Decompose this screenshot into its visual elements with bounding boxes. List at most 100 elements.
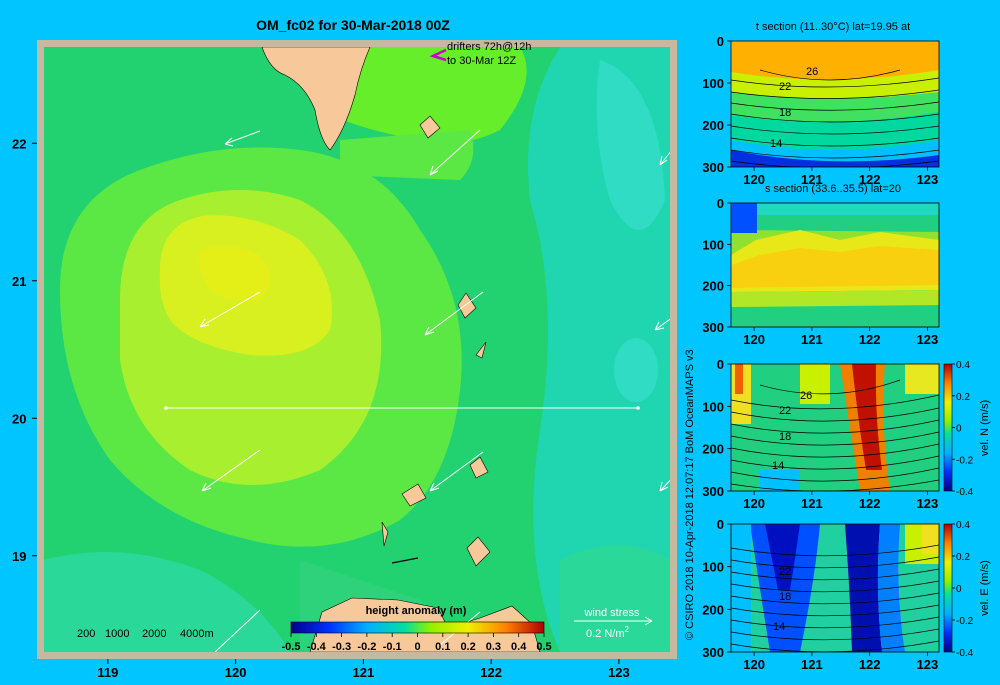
section-colorbar-tick-label: -0.4: [956, 648, 974, 659]
section-x-tick-label: 121: [801, 657, 823, 672]
u-section-blue-east: [845, 524, 882, 652]
map-colorbar-tick-label: 0.3: [486, 641, 501, 653]
map-colorbar-tick-label: -0.1: [383, 641, 402, 653]
section-x-tick-label: 121: [801, 496, 823, 511]
v-section-contours: [731, 379, 939, 491]
u-contour-label-18: 18: [779, 591, 791, 603]
v-contour: [731, 455, 939, 470]
v-colorbar-ticks: 0.4 0.2 0 -0.2 -0.4: [952, 360, 974, 498]
section-colorbar-tick-label: 0.2: [956, 392, 970, 403]
map-drifters-line1: drifters 72h@12h: [447, 41, 532, 53]
map-title: OM_fc02 for 30-Mar-2018 00Z: [256, 17, 450, 33]
map-y-tick-label: 21: [12, 274, 26, 289]
t-section-field: 26 22 18 14: [731, 41, 939, 167]
map-land-island1: [419, 115, 441, 139]
t-section-band-deep: [731, 150, 939, 167]
v-section-frame: [730, 363, 940, 492]
section-y-tick-label: 300: [702, 484, 724, 499]
s-section-title: s section (33.6..35.5) lat=20: [765, 183, 901, 195]
u-contour: [731, 580, 939, 593]
map-colorbar-tick-label: 0.1: [435, 641, 450, 653]
map-colorbar-tick-label: -0.2: [357, 641, 376, 653]
map-land-island2: [457, 292, 477, 319]
section-y-tick-label: 300: [702, 160, 724, 175]
v-contour-label-18: 18: [779, 431, 791, 443]
map-colorbar-label: height anomaly (m): [366, 605, 467, 617]
s-section-frame: [730, 202, 940, 328]
map-wind-stress-scale-value: 0.2 N/m: [586, 628, 625, 640]
section-x-tick-label: 123: [917, 332, 939, 347]
v-colorbar: [943, 363, 953, 492]
map-land-island6: [381, 521, 389, 547]
t-contour: [759, 69, 901, 81]
wind-arrow: [654, 318, 670, 331]
t-contour: [731, 137, 939, 147]
section-x-tick-label: 121: [801, 332, 823, 347]
v-section-axes: 120 121 122 123 0 100 200 300: [702, 357, 938, 511]
u-contour-label-14: 14: [773, 621, 785, 633]
map-drifters-line2: to 30-Mar 12Z: [447, 55, 516, 67]
map-field-east-cyan2: [596, 60, 665, 230]
map-field: [44, 47, 670, 652]
section-y-tick-label: 100: [702, 560, 724, 575]
map-colorbar-tick-label: 0.5: [536, 641, 551, 653]
map-wind-arrows: [199, 129, 670, 652]
section-y-tick-label: 0: [717, 196, 724, 211]
u-contour: [731, 544, 939, 557]
copyright-text: © CSIRO 2018 10-Apr-2018 12:07:17 BoM Oc…: [684, 349, 696, 640]
s-section-field: [731, 203, 939, 327]
section-y-tick-label: 200: [702, 442, 724, 457]
map-x-tick-label: 120: [225, 665, 247, 680]
map-depth-label: 1000: [105, 628, 129, 640]
section-x-tick-label: 122: [859, 657, 881, 672]
section-x-tick-label: 123: [917, 172, 939, 187]
v-contour-label-14: 14: [772, 460, 784, 472]
u-section-field: 22 18 14: [731, 524, 939, 652]
section-colorbar-tick-label: 0.2: [956, 552, 970, 563]
section-y-tick-label: 0: [717, 517, 724, 532]
map-colorbar-ticks: -0.5 -0.4 -0.3 -0.2 -0.1 0 0.1 0.2 0.3 0.4 0.5: [282, 633, 552, 653]
v-contour: [731, 394, 939, 410]
t-contour-label-22: 22: [779, 81, 791, 93]
section-x-tick-label: 120: [743, 332, 765, 347]
section-x-tick-label: 120: [743, 172, 765, 187]
section-colorbar-tick-label: 0: [956, 424, 962, 435]
map-y-ticks: 19 20 21 22: [12, 136, 37, 564]
wind-arrow: [424, 291, 484, 336]
u-section-frame: [730, 523, 940, 653]
u-section-axes: 120 121 122 123 0 100 200 300: [702, 517, 938, 672]
map-x-tick-label: 123: [608, 665, 630, 680]
section-colorbar-tick-label: -0.2: [956, 455, 974, 466]
wind-arrow: [224, 130, 261, 147]
v-contour: [731, 407, 939, 422]
u-contour: [731, 592, 939, 605]
s-section-band-surface-cyan: [757, 203, 939, 215]
map-field-sw-cyan: [44, 552, 290, 652]
u-section-contours: [731, 544, 939, 652]
t-contour: [731, 149, 939, 159]
v-contour: [731, 443, 939, 458]
section-y-tick-label: 0: [717, 34, 724, 49]
u-contour: [731, 616, 939, 629]
u-contour: [731, 556, 939, 569]
map-depth-label: 2000: [142, 628, 166, 640]
v-section-strip-yellow3: [905, 364, 939, 394]
section-y-tick-label: 100: [702, 399, 724, 414]
t-contour-label-26: 26: [806, 66, 818, 78]
map-wind-stress-label: wind stress: [583, 607, 640, 619]
map-section-start: [164, 406, 168, 410]
map-land-island7: [466, 536, 491, 567]
section-y-tick-label: 0: [717, 357, 724, 372]
map-colorbar-tick-label: -0.5: [282, 641, 301, 653]
wind-arrow: [199, 291, 261, 328]
map-y-tick-label: 22: [12, 136, 26, 151]
section-y-tick-label: 200: [702, 602, 724, 617]
v-section-strip-red1: [735, 364, 743, 394]
map-depth-label: 200: [77, 628, 95, 640]
section-y-tick-label: 100: [702, 237, 724, 252]
section-x-tick-label: 122: [859, 496, 881, 511]
t-contour: [731, 160, 939, 167]
u-section-yellow-east-core: [922, 524, 939, 554]
section-y-tick-label: 200: [702, 279, 724, 294]
